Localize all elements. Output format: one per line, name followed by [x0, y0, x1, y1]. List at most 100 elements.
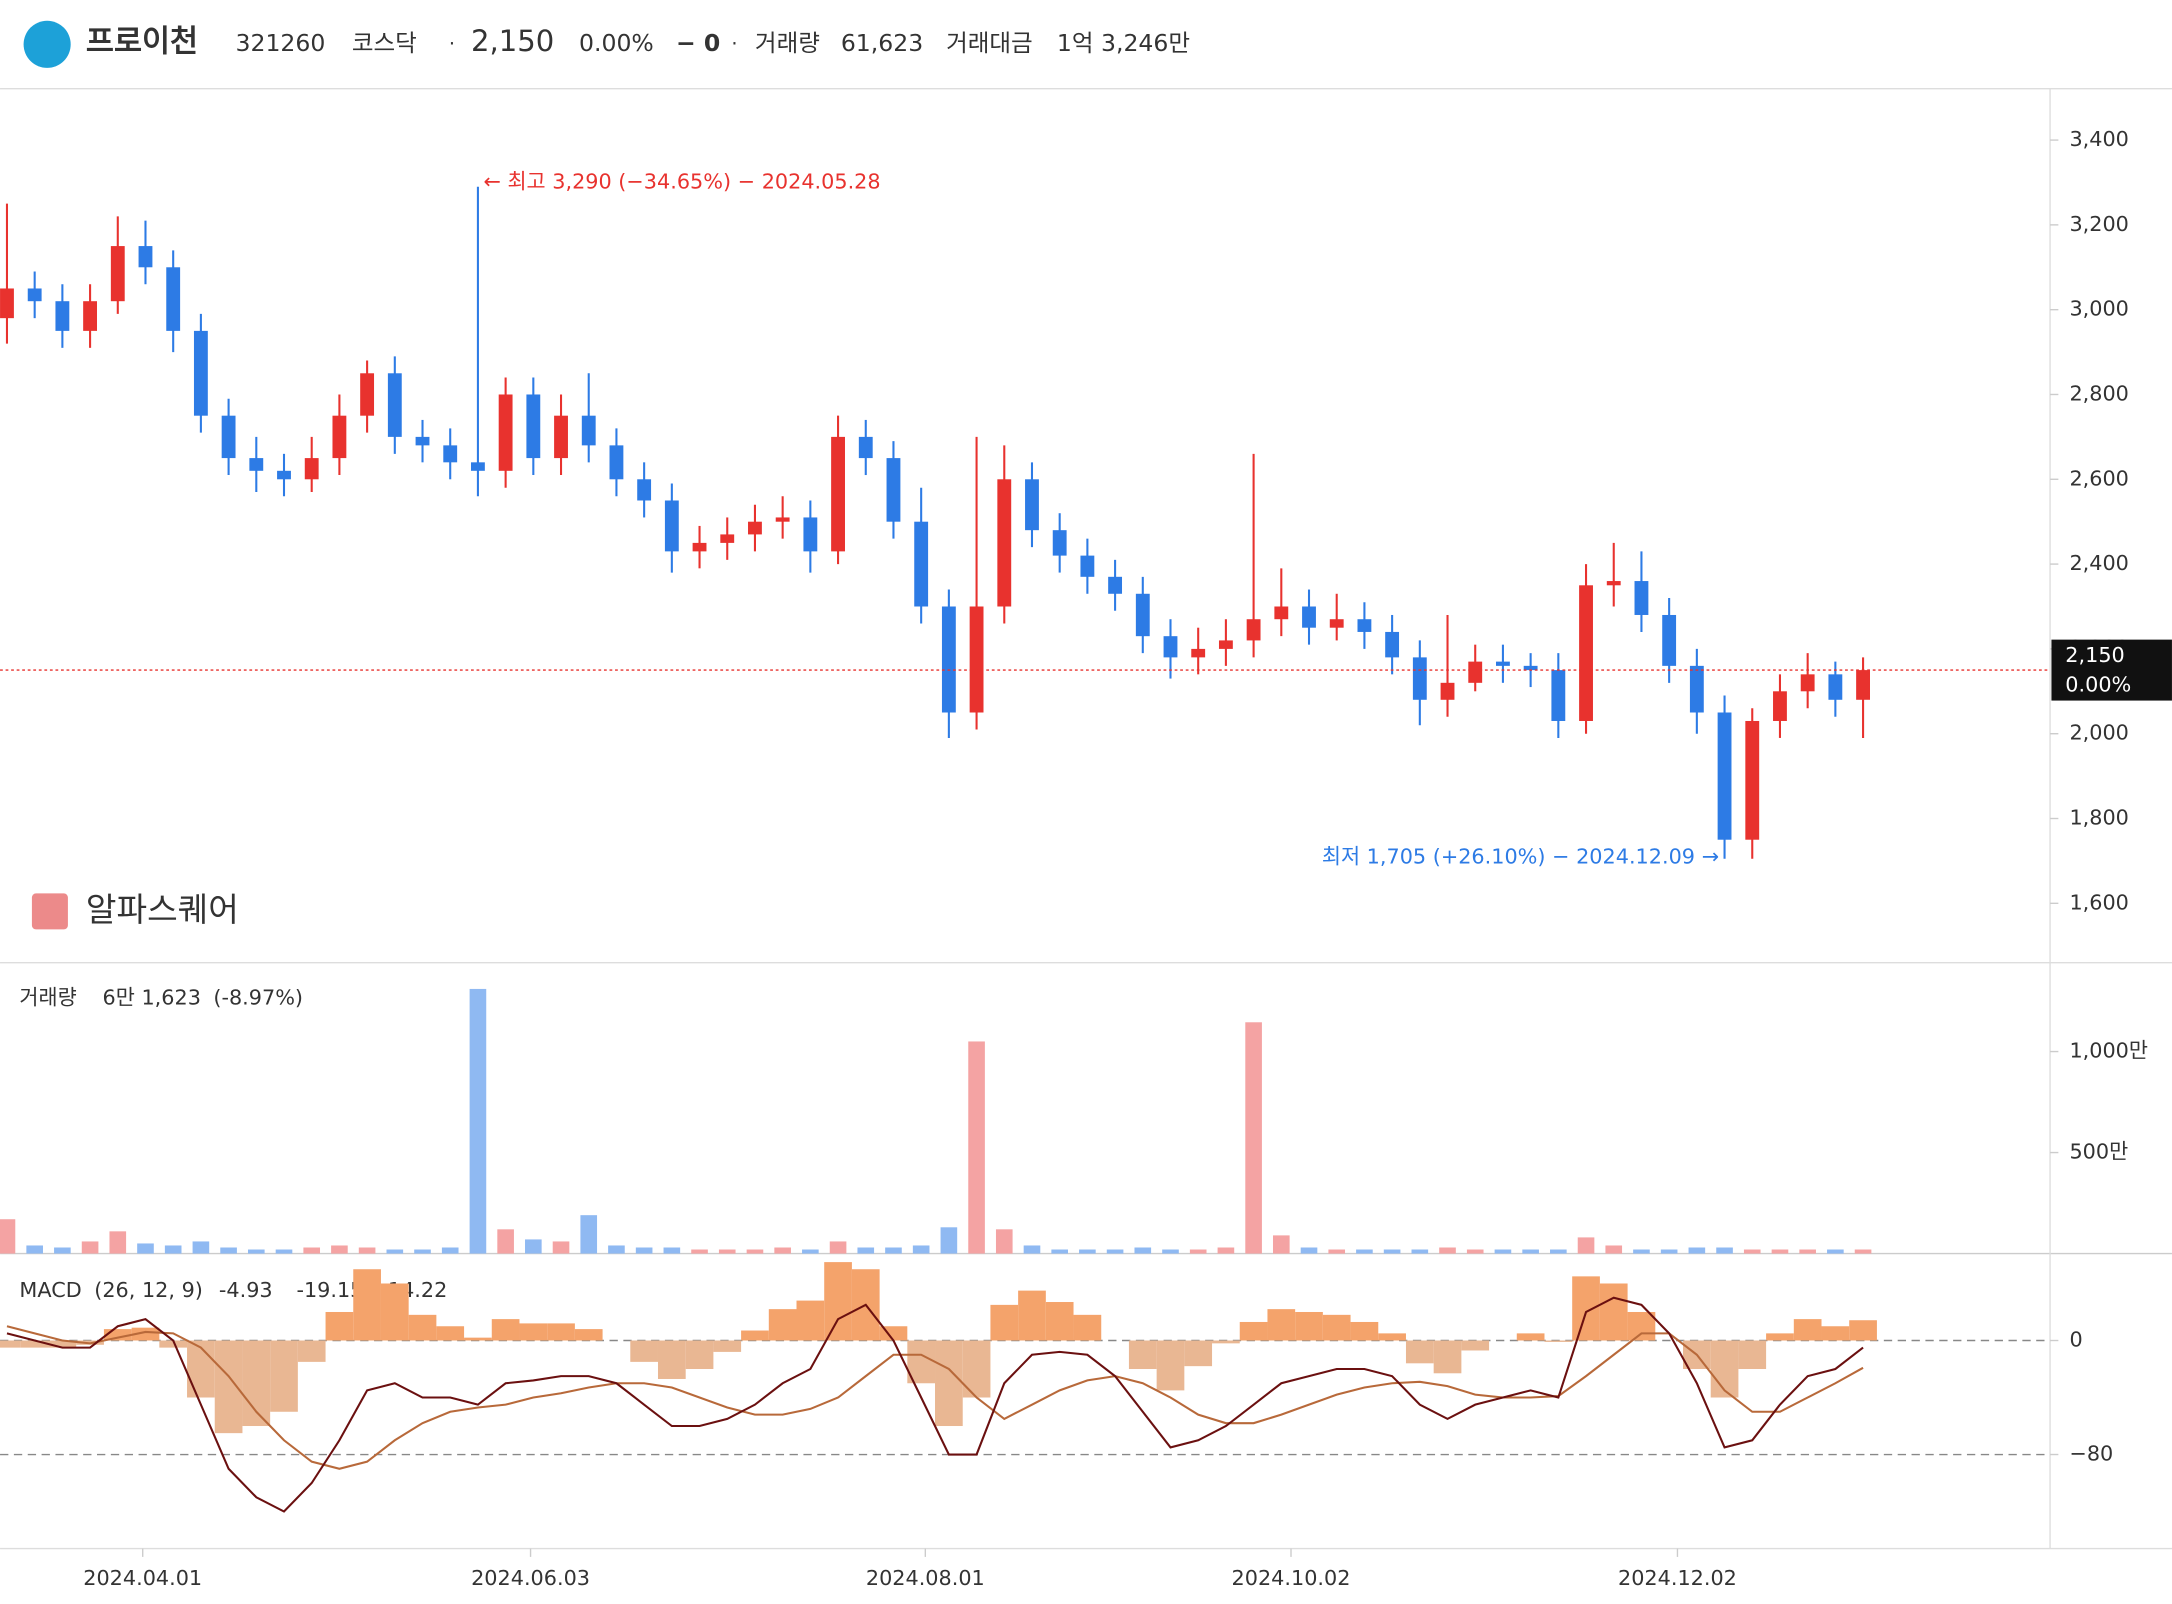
y-tick-label: 1,000만	[2069, 1039, 2148, 1063]
volume-bar	[608, 1245, 625, 1254]
x-tick-label: 2024.04.01	[83, 1566, 202, 1590]
low-annotation: 최저 1,705 (+26.10%) − 2024.12.09 →	[1322, 844, 1719, 868]
volume-bar	[885, 1247, 902, 1254]
macd-histogram	[1239, 1321, 1268, 1341]
y-tick-label: 2,600	[2069, 466, 2128, 490]
volume-bar	[81, 1241, 99, 1254]
candle-body	[969, 606, 984, 713]
candle-body	[831, 436, 845, 552]
dot: ·	[449, 32, 455, 55]
volume-bar	[164, 1245, 182, 1254]
macd-histogram	[353, 1269, 381, 1341]
candle-body	[1274, 606, 1289, 620]
volume-bar	[0, 1219, 16, 1254]
market: 코스닥	[352, 29, 417, 57]
macd-histogram	[1821, 1326, 1850, 1341]
macd-histogram	[1184, 1340, 1213, 1367]
volume-title: 거래량	[19, 986, 76, 1010]
macd-histogram	[1627, 1311, 1656, 1341]
volume-bar	[1383, 1249, 1401, 1254]
volume-change: (-8.97%)	[213, 986, 303, 1010]
volume-bar	[857, 1247, 875, 1254]
candle-body	[1689, 665, 1704, 713]
volume-bar	[995, 1229, 1013, 1254]
candle-body	[581, 415, 596, 446]
amount-label: 거래대금	[946, 29, 1033, 57]
volume-bar	[1439, 1247, 1456, 1254]
volume-bar	[1494, 1249, 1512, 1254]
macd-histogram	[768, 1309, 797, 1341]
volume-bar	[940, 1227, 958, 1254]
candle-body	[1246, 619, 1261, 641]
volume-bar	[1743, 1249, 1761, 1254]
volume-bar	[192, 1241, 210, 1254]
volume-bar	[469, 988, 487, 1254]
volume-bar	[1217, 1247, 1235, 1254]
x-tick-label: 2024.10.02	[1232, 1566, 1351, 1590]
candle-body	[304, 458, 319, 480]
candle-body	[1357, 619, 1372, 632]
macd-histogram	[1710, 1340, 1739, 1398]
macd-histogram	[1793, 1319, 1822, 1341]
volume-bar	[1771, 1249, 1789, 1254]
volume-bar	[1605, 1245, 1623, 1254]
candle-body	[415, 436, 430, 446]
candle-body	[83, 301, 98, 331]
volume-bar	[1411, 1249, 1429, 1254]
macd-histogram	[1212, 1340, 1240, 1344]
volume-bar	[663, 1247, 681, 1254]
candle-body	[941, 606, 956, 713]
macd-title: MACD	[19, 1278, 81, 1302]
macd-params: (26, 12, 9)	[94, 1278, 203, 1302]
macd-histogram	[1544, 1340, 1573, 1342]
candle-body	[498, 394, 513, 471]
volume-bar	[1134, 1247, 1152, 1254]
high-annotation: ← 최고 3,290 (−34.65%) − 2024.05.28	[483, 170, 880, 194]
volume-bar	[746, 1249, 764, 1254]
macd-histogram	[1045, 1302, 1074, 1341]
candle-body	[55, 301, 70, 331]
y-tick-label: 1,600	[2069, 890, 2128, 914]
macd-histogram	[20, 1340, 49, 1348]
candle-body	[1385, 631, 1400, 658]
candle-body	[1634, 581, 1649, 615]
volume: 61,623	[841, 29, 923, 57]
volume-bar	[1328, 1249, 1346, 1254]
volume-bar	[1162, 1249, 1179, 1254]
macd-histogram	[1572, 1276, 1600, 1341]
volume-bar	[1023, 1245, 1041, 1254]
volume-bar	[331, 1245, 348, 1254]
candle-body	[554, 415, 568, 459]
candle-body	[193, 330, 208, 416]
y-tick-label: 3,000	[2069, 297, 2128, 321]
macd-histogram	[1461, 1340, 1490, 1351]
candle-body	[443, 445, 458, 463]
y-tick-label: 3,200	[2069, 212, 2128, 236]
candle-body	[360, 373, 375, 416]
volume-bar	[968, 1041, 985, 1254]
y-tick-label: 500만	[2069, 1140, 2128, 1164]
logo	[23, 20, 71, 68]
volume-bar	[1577, 1237, 1595, 1254]
macd-histogram	[270, 1340, 298, 1412]
volume-bar	[1854, 1249, 1872, 1254]
macd-histogram	[879, 1326, 908, 1341]
volume-bar	[441, 1247, 459, 1254]
candle-body	[221, 415, 236, 459]
macd-histogram	[1405, 1340, 1434, 1364]
candle-body	[1329, 619, 1344, 628]
candle-body	[1551, 670, 1566, 721]
volume-bar	[1079, 1249, 1096, 1254]
change: − 0	[676, 29, 720, 57]
macd-histogram	[685, 1340, 714, 1370]
macd-histogram	[1738, 1340, 1767, 1370]
candle-body	[249, 458, 264, 471]
candle-body	[1662, 614, 1677, 666]
volume-label: 거래량	[755, 29, 820, 57]
macd-histogram	[1599, 1283, 1628, 1341]
candle-body	[1135, 593, 1150, 637]
volume-bar	[552, 1241, 570, 1254]
volume-bar	[1550, 1249, 1567, 1254]
volume-bar	[691, 1249, 708, 1254]
macd-histogram	[48, 1340, 77, 1348]
